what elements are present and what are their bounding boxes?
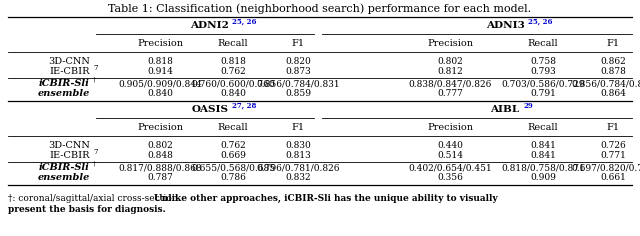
Text: 25, 26: 25, 26: [527, 18, 552, 26]
Text: Recall: Recall: [218, 122, 248, 131]
Text: F1: F1: [291, 122, 305, 131]
Text: Recall: Recall: [528, 38, 558, 47]
Text: 0.812: 0.812: [437, 67, 463, 76]
Text: 0.859: 0.859: [285, 89, 311, 98]
Text: iCBIR-Sli: iCBIR-Sli: [39, 80, 90, 88]
Text: 0.726: 0.726: [600, 142, 626, 151]
Text: 0.830: 0.830: [285, 142, 311, 151]
Text: 0.905/0.909/0.844: 0.905/0.909/0.844: [118, 80, 202, 88]
Text: Precision: Precision: [137, 38, 183, 47]
Text: F1: F1: [607, 38, 620, 47]
Text: 0.762: 0.762: [220, 67, 246, 76]
Text: 0.848: 0.848: [147, 152, 173, 160]
Text: 0.514: 0.514: [437, 152, 463, 160]
Text: 0.818/0.758/0.871: 0.818/0.758/0.871: [501, 164, 585, 173]
Text: 0.762: 0.762: [220, 142, 246, 151]
Text: present the basis for diagnosis.: present the basis for diagnosis.: [8, 205, 166, 214]
Text: IE-CBIR: IE-CBIR: [49, 152, 90, 160]
Text: F1: F1: [291, 38, 305, 47]
Text: Recall: Recall: [528, 122, 558, 131]
Text: 0.703/0.586/0.729: 0.703/0.586/0.729: [501, 80, 585, 88]
Text: ensemble: ensemble: [38, 173, 90, 182]
Text: 0.909: 0.909: [530, 173, 556, 182]
Text: 0.793: 0.793: [530, 67, 556, 76]
Text: 0.864: 0.864: [600, 89, 626, 98]
Text: 0.655/0.568/0.685: 0.655/0.568/0.685: [191, 164, 275, 173]
Text: Table 1: Classification (neighborhood search) performance for each model.: Table 1: Classification (neighborhood se…: [108, 4, 532, 14]
Text: †: †: [93, 160, 97, 168]
Text: 0.873: 0.873: [285, 67, 311, 76]
Text: 0.697/0.820/0.737: 0.697/0.820/0.737: [572, 164, 640, 173]
Text: 0.777: 0.777: [437, 89, 463, 98]
Text: 0.878: 0.878: [600, 67, 626, 76]
Text: 29: 29: [524, 102, 533, 110]
Text: Unlike other approaches, iCBIR-Sli has the unique ability to visually: Unlike other approaches, iCBIR-Sli has t…: [154, 194, 497, 203]
Text: IE-CBIR: IE-CBIR: [49, 67, 90, 76]
Text: †: †: [93, 76, 97, 84]
Text: 0.440: 0.440: [437, 142, 463, 151]
Text: 0.840: 0.840: [147, 89, 173, 98]
Text: AIBL: AIBL: [490, 105, 520, 114]
Text: 3D-CNN: 3D-CNN: [48, 142, 90, 151]
Text: 0.841: 0.841: [530, 142, 556, 151]
Text: 0.817/0.888/0.868: 0.817/0.888/0.868: [118, 164, 202, 173]
Text: 0.818: 0.818: [220, 58, 246, 67]
Text: 0.802: 0.802: [437, 58, 463, 67]
Text: 0.856/0.784/0.831: 0.856/0.784/0.831: [571, 80, 640, 88]
Text: 0.796/0.781/0.826: 0.796/0.781/0.826: [256, 164, 340, 173]
Text: ADNI2: ADNI2: [191, 21, 229, 30]
Text: 25, 26: 25, 26: [232, 18, 257, 26]
Text: Recall: Recall: [218, 38, 248, 47]
Text: 0.840: 0.840: [220, 89, 246, 98]
Text: 0.787: 0.787: [147, 173, 173, 182]
Text: ADNI3: ADNI3: [486, 21, 524, 30]
Text: 0.813: 0.813: [285, 152, 311, 160]
Text: 0.862: 0.862: [600, 58, 626, 67]
Text: 0.758: 0.758: [530, 58, 556, 67]
Text: 7: 7: [93, 148, 97, 156]
Text: 0.832: 0.832: [285, 173, 311, 182]
Text: 0.791: 0.791: [530, 89, 556, 98]
Text: 0.356: 0.356: [437, 173, 463, 182]
Text: 0.914: 0.914: [147, 67, 173, 76]
Text: OASIS: OASIS: [191, 105, 228, 114]
Text: Precision: Precision: [427, 38, 473, 47]
Text: 0.820: 0.820: [285, 58, 311, 67]
Text: 0.838/0.847/0.826: 0.838/0.847/0.826: [408, 80, 492, 88]
Text: †: coronal/sagittal/axial cross-section.: †: coronal/sagittal/axial cross-section.: [8, 194, 184, 203]
Text: ensemble: ensemble: [38, 89, 90, 98]
Text: 0.841: 0.841: [530, 152, 556, 160]
Text: 0.760/0.600/0.760: 0.760/0.600/0.760: [191, 80, 275, 88]
Text: Precision: Precision: [427, 122, 473, 131]
Text: 0.661: 0.661: [600, 173, 626, 182]
Text: iCBIR-Sli: iCBIR-Sli: [39, 164, 90, 173]
Text: F1: F1: [607, 122, 620, 131]
Text: 0.402/0.654/0.451: 0.402/0.654/0.451: [408, 164, 492, 173]
Text: 7: 7: [93, 64, 97, 72]
Text: Precision: Precision: [137, 122, 183, 131]
Text: 27, 28: 27, 28: [232, 102, 257, 110]
Text: 3D-CNN: 3D-CNN: [48, 58, 90, 67]
Text: 0.802: 0.802: [147, 142, 173, 151]
Text: 0.856/0.784/0.831: 0.856/0.784/0.831: [256, 80, 340, 88]
Text: 0.818: 0.818: [147, 58, 173, 67]
Text: 0.771: 0.771: [600, 152, 626, 160]
Text: 0.786: 0.786: [220, 173, 246, 182]
Text: 0.669: 0.669: [220, 152, 246, 160]
